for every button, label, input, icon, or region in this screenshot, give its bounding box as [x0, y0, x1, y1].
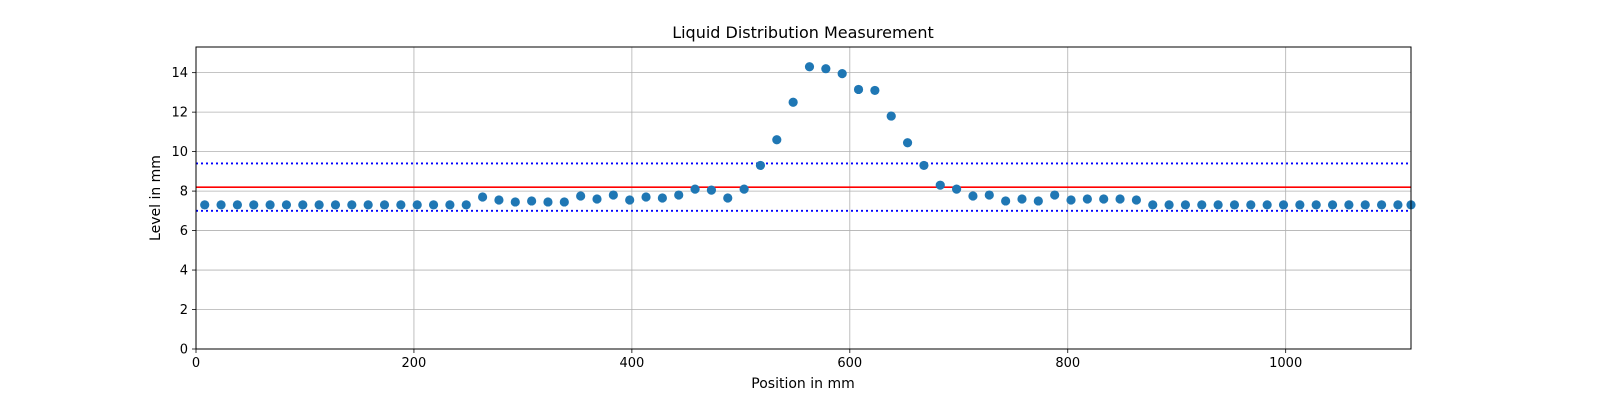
- data-point: [592, 194, 602, 204]
- data-point: [1001, 196, 1011, 206]
- data-point: [902, 138, 913, 148]
- data-point: [330, 200, 341, 210]
- data-point: [837, 69, 847, 79]
- data-point: [723, 193, 733, 203]
- x-tick-label: 400: [619, 356, 644, 371]
- y-tick-label: 0: [180, 343, 188, 358]
- data-point: [461, 200, 471, 210]
- data-point: [657, 193, 667, 203]
- data-point: [935, 180, 945, 190]
- data-point: [1164, 200, 1174, 210]
- x-tick-label: 600: [837, 356, 862, 371]
- data-point: [1262, 200, 1272, 210]
- data-point: [1393, 200, 1403, 210]
- data-point: [1115, 194, 1125, 204]
- chart-title: Liquid Distribution Measurement: [672, 23, 934, 42]
- data-point: [477, 192, 488, 202]
- data-points: [200, 62, 1416, 210]
- data-point: [886, 111, 896, 121]
- data-point: [608, 190, 618, 200]
- data-point: [1246, 200, 1256, 210]
- data-point: [1148, 200, 1158, 210]
- y-tick-label: 14: [171, 66, 188, 81]
- data-point: [494, 195, 504, 205]
- data-point: [1229, 200, 1240, 210]
- data-point: [347, 200, 357, 210]
- y-tick-label: 12: [171, 106, 188, 121]
- y-tick-label: 10: [171, 145, 188, 160]
- data-point: [870, 85, 880, 96]
- data-point: [1082, 194, 1092, 204]
- data-point: [527, 196, 537, 206]
- data-point: [984, 190, 994, 200]
- grid: [195, 47, 1411, 350]
- data-point: [625, 195, 635, 205]
- y-tick-label: 2: [180, 303, 188, 318]
- data-point: [379, 200, 390, 210]
- data-point: [690, 184, 700, 194]
- data-point: [216, 200, 226, 210]
- data-point: [1050, 190, 1060, 200]
- data-point: [821, 64, 831, 74]
- x-axis-label: Position in mm: [751, 376, 854, 392]
- data-point: [853, 84, 864, 95]
- x-tick-label: 200: [402, 356, 427, 371]
- data-point: [576, 191, 586, 201]
- data-point: [1295, 200, 1305, 210]
- data-point: [968, 191, 978, 201]
- data-point: [298, 200, 308, 210]
- data-point: [1033, 196, 1043, 206]
- data-point: [1344, 200, 1354, 210]
- data-point: [1180, 200, 1191, 210]
- data-point: [772, 135, 782, 145]
- data-point: [445, 200, 455, 210]
- y-tick-label: 8: [180, 185, 188, 200]
- data-point: [674, 190, 684, 200]
- data-point: [363, 200, 373, 210]
- data-point: [755, 160, 766, 171]
- data-point: [1131, 195, 1141, 205]
- data-point: [412, 200, 422, 210]
- data-point: [706, 185, 717, 195]
- data-point: [1376, 200, 1387, 210]
- data-point: [1066, 195, 1076, 205]
- plot-frame: [195, 46, 1412, 350]
- data-point: [1017, 194, 1027, 204]
- data-point: [919, 160, 929, 171]
- data-point: [265, 200, 275, 210]
- data-point: [249, 200, 259, 210]
- data-point: [952, 184, 962, 194]
- data-point: [396, 200, 406, 210]
- data-point: [1360, 200, 1370, 210]
- data-point: [281, 200, 292, 210]
- data-point: [510, 197, 520, 207]
- data-point: [232, 200, 243, 210]
- data-point: [314, 200, 324, 210]
- y-tick-label: 4: [180, 264, 188, 279]
- data-point: [1327, 200, 1338, 210]
- data-point: [543, 197, 553, 207]
- x-tick-label: 1000: [1269, 356, 1302, 371]
- data-point: [200, 200, 210, 210]
- y-axis-label: Level in mm: [148, 155, 164, 241]
- data-point: [1213, 200, 1223, 210]
- reference-lines: [196, 162, 1411, 212]
- data-point: [1197, 200, 1207, 210]
- data-point: [788, 97, 798, 107]
- data-point: [641, 192, 651, 202]
- x-tick-label: 0: [192, 356, 200, 371]
- data-point: [1311, 200, 1321, 210]
- data-point: [428, 200, 439, 210]
- x-tick-label: 800: [1055, 356, 1080, 371]
- data-point: [1278, 200, 1289, 210]
- data-point: [559, 197, 569, 207]
- data-point: [1099, 194, 1109, 204]
- data-point: [804, 62, 815, 72]
- data-point: [739, 184, 749, 194]
- y-tick-label: 6: [180, 224, 188, 239]
- axes: 0 200 400 600 800 1000 0 2 4 6 8 10 12 14: [171, 46, 1412, 371]
